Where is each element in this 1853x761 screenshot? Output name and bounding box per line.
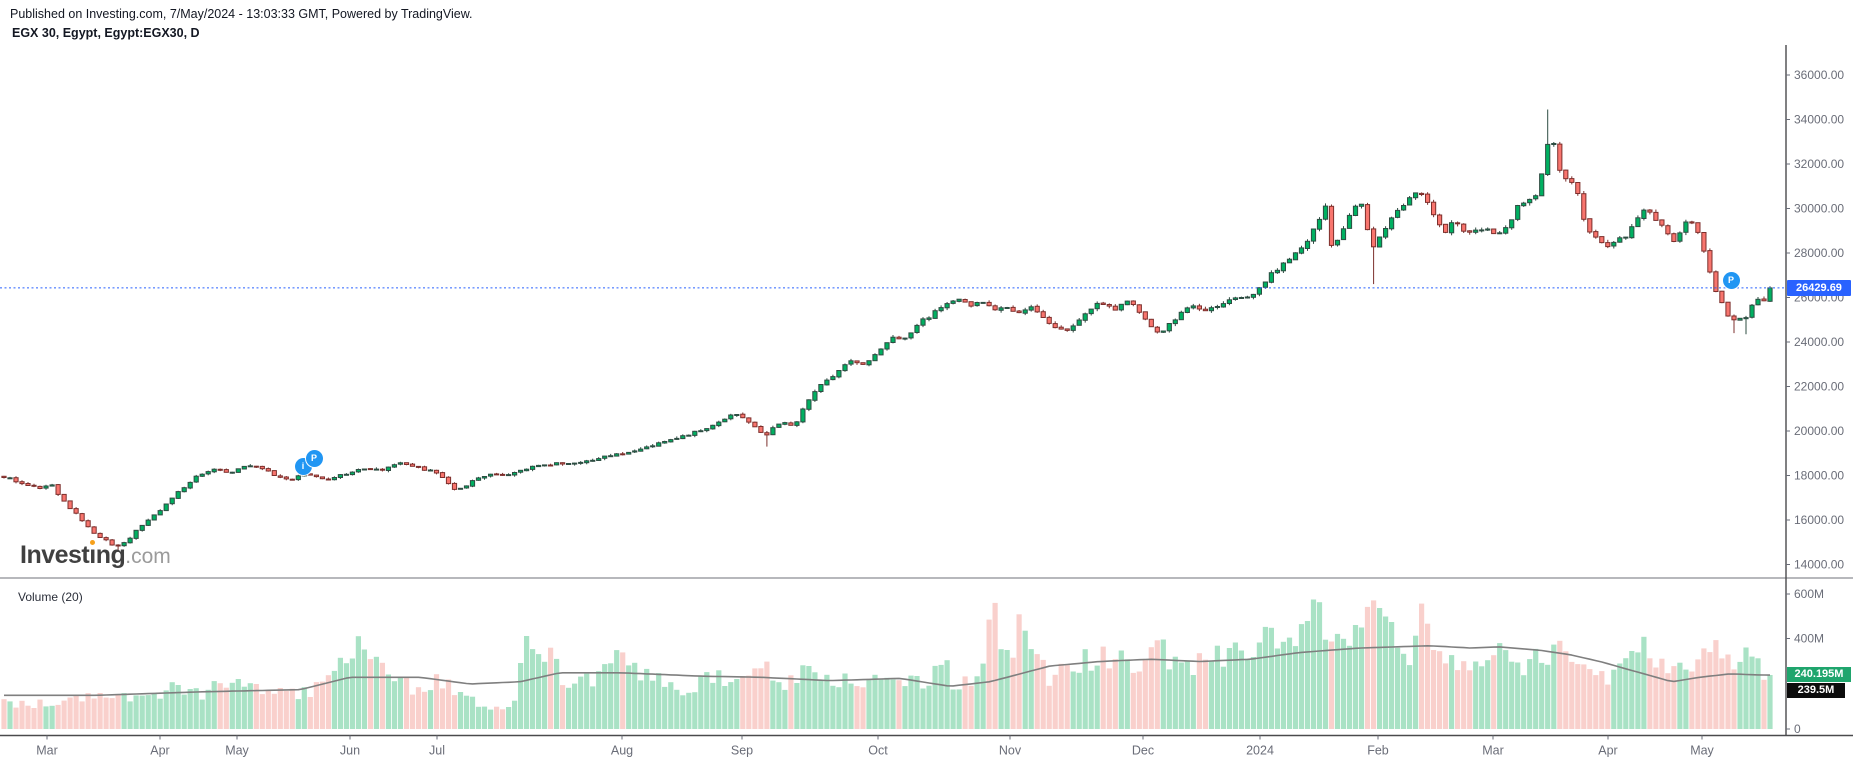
svg-text:May: May [1690,744,1714,758]
svg-text:32000.00: 32000.00 [1794,157,1844,171]
volume-bars-layer[interactable] [1,599,1773,730]
svg-text:2024: 2024 [1246,744,1274,758]
svg-text:24000.00: 24000.00 [1794,335,1844,349]
last-price-label: 26429.69 [1787,280,1851,296]
svg-text:30000.00: 30000.00 [1794,202,1844,216]
investing-watermark-logo: Investı ng.com [20,540,171,569]
svg-text:Nov: Nov [999,744,1022,758]
time-axis[interactable]: Mar Apr May Jun Jul Aug Sep Oct Nov Dec 2024 Feb Mar… [36,735,1715,758]
svg-text:Dec: Dec [1132,744,1154,758]
volume-indicator-label: Volume (20) [18,590,83,604]
svg-text:Apr: Apr [150,744,169,758]
svg-text:Sep: Sep [731,744,753,758]
svg-text:Apr: Apr [1598,744,1617,758]
svg-text:0: 0 [1794,722,1801,736]
svg-text:18000.00: 18000.00 [1794,469,1844,483]
svg-text:20000.00: 20000.00 [1794,424,1844,438]
svg-text:Mar: Mar [1482,744,1504,758]
svg-text:22000.00: 22000.00 [1794,380,1844,394]
svg-text:May: May [225,744,249,758]
svg-text:16000.00: 16000.00 [1794,513,1844,527]
svg-text:28000.00: 28000.00 [1794,246,1844,260]
price-axis[interactable]: 36000.00 34000.00 32000.00 30000.00 28000.00… [1786,68,1844,572]
svg-text:Jul: Jul [429,744,445,758]
volume-value-axis: 600M 400M 0 [1786,587,1824,736]
candlesticks-layer[interactable] [1,109,1773,552]
svg-text:600M: 600M [1794,587,1824,601]
current-volume-label: 240.195M [1787,667,1851,682]
published-line: Published on Investing.com, 7/May/2024 -… [10,7,473,21]
svg-text:34000.00: 34000.00 [1794,113,1844,127]
svg-text:14000.00: 14000.00 [1794,558,1844,572]
logo-orange-dot [90,540,96,545]
volume-ma-line [4,644,1771,697]
svg-text:Oct: Oct [868,744,888,758]
svg-text:Mar: Mar [36,744,58,758]
svg-text:Feb: Feb [1367,744,1389,758]
marker-p-current[interactable]: P [1722,271,1740,289]
svg-text:Aug: Aug [611,744,633,758]
svg-text:Jun: Jun [340,744,360,758]
pane-frame-lines [0,45,1853,737]
symbol-title: EGX 30, Egypt, Egypt:EGX30, D [12,26,200,40]
svg-text:400M: 400M [1794,632,1824,646]
svg-text:36000.00: 36000.00 [1794,68,1844,82]
volume-ma-label: 239.5M [1787,683,1845,698]
marker-p-may2023[interactable]: P [305,449,323,467]
